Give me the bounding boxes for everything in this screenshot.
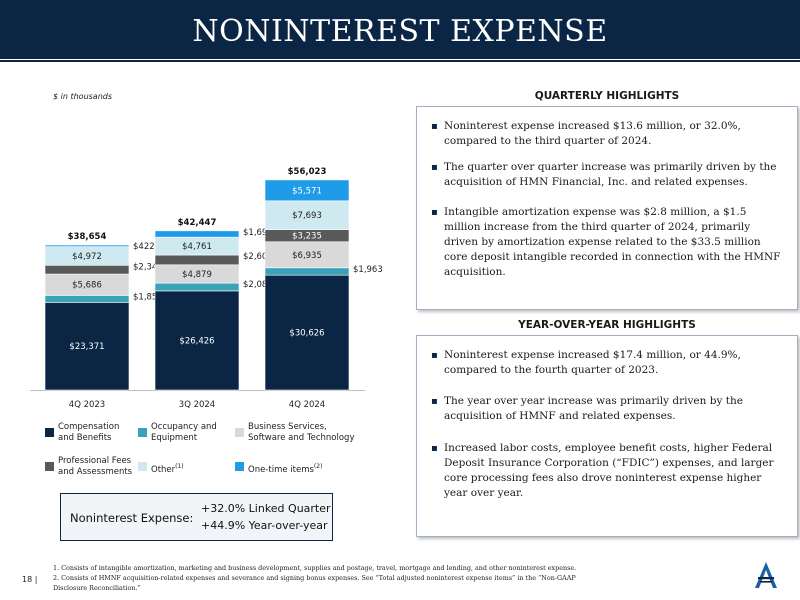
legend-label: Professional Fees [58,456,132,466]
bar-segment [154,254,240,266]
yoy-highlights-title: YEAR-OVER-YEAR HIGHLIGHTS [518,319,696,331]
x-tick-label: 4Q 2024 [289,400,325,410]
legend-item-business-services: Business Services, Software and Technolo… [248,422,354,444]
footnote-2-continued: Disclosure Reconciliation.” [53,584,141,592]
footnotes: 1. Consists of intangible amortization, … [53,563,576,593]
bar-value-label: $23,371 [69,342,104,352]
legend-swatch-professional-fees [45,462,54,471]
yoy-bullet: Increased labor costs, employee benefit … [431,441,783,501]
quarterly-highlights-title: QUARTERLY HIGHLIGHTS [534,90,680,102]
title-rule [0,59,800,61]
noninterest-summary-box: Noninterest Expense: +32.0% Linked Quart… [60,493,333,541]
legend-item-compensation: Compensation and Benefits [58,422,119,444]
bar-segment [264,267,350,276]
legend-item-other: Other(1) [151,461,184,476]
legend-item-professional-fees: Professional Fees and Assessments [58,456,132,478]
title-bar: NONINTEREST EXPENSE [0,0,800,62]
legend-label: Occupancy and [151,422,217,432]
bar-segment [44,264,130,275]
quarterly-bullet: Intangible amortization expense was $2.8… [431,205,783,280]
legend-swatch-business-services [235,428,244,437]
legend-label: Equipment [151,433,198,443]
legend-label: Business Services, [248,422,327,432]
company-logo-icon [755,562,777,588]
noninterest-summary-label: Noninterest Expense: [70,511,194,525]
bar-total-label: $38,654 [68,232,107,242]
yoy-highlights-panel: Noninterest expense increased $17.4 mill… [416,335,798,537]
legend-label: and Assessments [58,467,133,477]
x-tick-label: 3Q 2024 [179,400,215,410]
legend-swatch-compensation [45,428,54,437]
bar-segment [264,179,350,202]
bar-segment [264,241,350,269]
noninterest-expense-chart: $23,371 $1,858 $5,686 $2,345 $4,972 $422 $38,6… [30,167,383,410]
page-number: 18 | [22,575,38,584]
bar-total-label: $42,447 [178,218,217,228]
bar-value-label: $5,686 [72,281,102,291]
legend-item-occupancy: Occupancy and Equipment [151,422,217,444]
bar-value-label: $2,082 [243,280,273,290]
bar-segment [264,274,350,391]
legend-label: One-time items [248,464,314,475]
bar-value-label: $1,963 [353,265,383,275]
bar-value-label: $6,935 [292,251,322,261]
bar-segment [154,290,240,391]
quarterly-bullet: Noninterest expense increased $13.6 mill… [431,119,783,149]
footnote-1: 1. Consists of intangible amortization, … [53,564,577,572]
legend-swatch-other [138,462,147,471]
bar-value-label: $4,761 [182,242,212,252]
bar-total-label: $56,023 [288,167,327,177]
legend-swatch-occupancy [138,428,147,437]
bar-segment [154,230,240,238]
bar-value-label: $30,626 [289,329,324,339]
bar-value-label: $7,693 [292,211,322,221]
x-tick-label: 4Q 2023 [69,400,105,410]
legend-swatch-one-time [235,462,244,471]
bar-value-label: $2,345 [133,262,163,272]
legend-label: Software and Technology [248,433,355,443]
legend-label: Other [151,464,176,475]
legend-label: and Benefits [58,433,112,443]
bar-segment [154,282,240,292]
legend-footnote-mark: (1) [175,463,184,470]
page-title: NONINTEREST EXPENSE [192,14,608,49]
quarterly-highlights-panel: Noninterest expense increased $13.6 mill… [416,106,798,310]
bar-value-label: $422 [133,242,155,252]
yoy-bullet: Noninterest expense increased $17.4 mill… [431,348,783,378]
bar-value-label: $2,606 [243,252,273,262]
bar-segment [44,244,130,247]
legend-footnote-mark: (2) [313,463,323,470]
bar-value-label: $1,693 [243,228,273,238]
bar-value-label: $26,426 [179,336,214,346]
quarterly-bullet: The quarter over quarter increase was pr… [431,160,783,190]
bar-value-label: $3,235 [292,232,322,242]
bar-value-label: $4,972 [72,252,102,262]
yoy-bullet: The year over year increase was primaril… [431,394,783,424]
bar-segment [44,295,130,303]
footnote-2: 2. Consists of HMNF acquisition-related … [53,574,576,582]
linked-quarter-change: +32.0% Linked Quarter [201,502,331,515]
units-note: $ in thousands [53,92,113,101]
bar-value-label: $1,858 [133,292,163,302]
bar-value-label: $5,571 [292,186,322,196]
year-over-year-change: +44.9% Year-over-year [201,519,328,532]
bar-segment [264,200,350,230]
legend-item-one-time: One-time items(2) [248,461,322,476]
bar-value-label: $4,879 [182,270,212,280]
legend-label: Compensation [58,422,120,432]
